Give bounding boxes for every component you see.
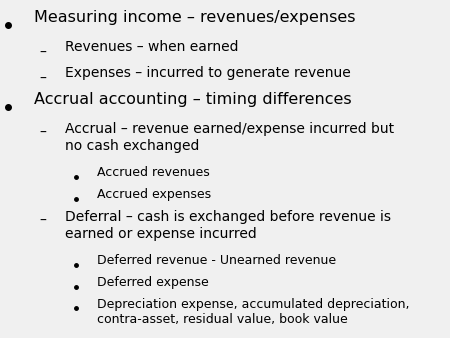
Text: Deferred revenue - Unearned revenue: Deferred revenue - Unearned revenue — [97, 254, 336, 267]
Text: Measuring income – revenues/expenses: Measuring income – revenues/expenses — [34, 10, 355, 25]
Text: Expenses – incurred to generate revenue: Expenses – incurred to generate revenue — [65, 66, 351, 80]
Text: –: – — [40, 214, 46, 228]
Text: Accrual accounting – timing differences: Accrual accounting – timing differences — [34, 92, 351, 107]
Text: –: – — [40, 126, 46, 140]
Text: –: – — [40, 72, 46, 86]
Text: –: – — [40, 46, 46, 60]
Text: Revenues – when earned: Revenues – when earned — [65, 40, 239, 54]
Text: Accrued revenues: Accrued revenues — [97, 166, 210, 179]
Text: Depreciation expense, accumulated depreciation,
contra-asset, residual value, bo: Depreciation expense, accumulated deprec… — [97, 298, 409, 327]
Text: Accrual – revenue earned/expense incurred but
no cash exchanged: Accrual – revenue earned/expense incurre… — [65, 122, 394, 153]
Text: Deferral – cash is exchanged before revenue is
earned or expense incurred: Deferral – cash is exchanged before reve… — [65, 210, 391, 241]
Text: Accrued expenses: Accrued expenses — [97, 188, 211, 201]
Text: Deferred expense: Deferred expense — [97, 276, 208, 289]
